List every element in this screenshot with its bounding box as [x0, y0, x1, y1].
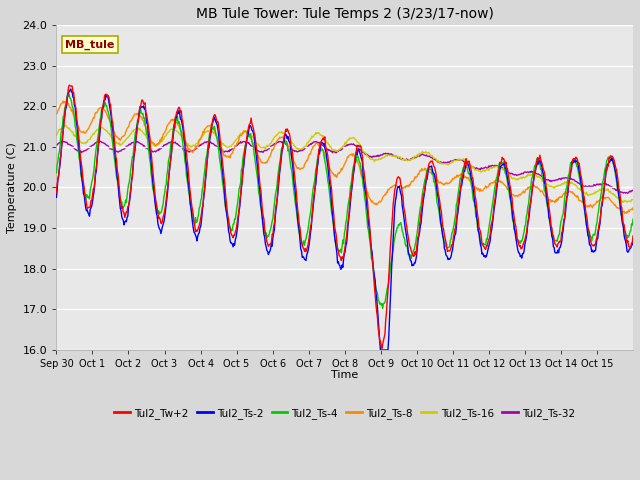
Legend: Tul2_Tw+2, Tul2_Ts-2, Tul2_Ts-4, Tul2_Ts-8, Tul2_Ts-16, Tul2_Ts-32: Tul2_Tw+2, Tul2_Ts-2, Tul2_Ts-4, Tul2_Ts… — [110, 404, 579, 423]
Text: MB_tule: MB_tule — [65, 39, 115, 50]
Y-axis label: Temperature (C): Temperature (C) — [7, 142, 17, 233]
X-axis label: Time: Time — [331, 371, 358, 380]
Title: MB Tule Tower: Tule Temps 2 (3/23/17-now): MB Tule Tower: Tule Temps 2 (3/23/17-now… — [196, 7, 493, 21]
